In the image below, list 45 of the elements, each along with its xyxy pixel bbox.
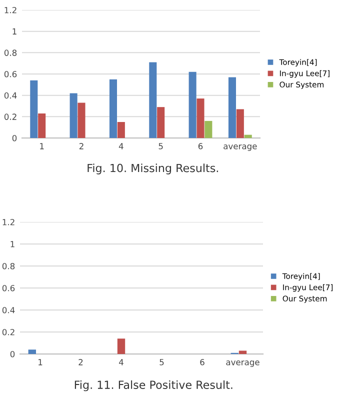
y-tick-label: 1.2 bbox=[4, 6, 16, 14]
y-tick-label: 0.4 bbox=[4, 92, 17, 99]
x-tick-label: 5 bbox=[160, 359, 164, 366]
bar bbox=[204, 120, 212, 138]
bar bbox=[149, 62, 157, 138]
y-tick-label: 0.2 bbox=[4, 114, 16, 120]
x-tick-label: 4 bbox=[118, 143, 124, 150]
bar bbox=[117, 338, 126, 354]
y-tick-label: 0 bbox=[12, 134, 17, 142]
y-tick-label: 0.6 bbox=[2, 284, 15, 292]
bar bbox=[78, 102, 86, 138]
x-tick-label: 6 bbox=[200, 359, 204, 366]
y-tick-label: 0.4 bbox=[2, 306, 15, 314]
x-tick-label: 1 bbox=[38, 359, 42, 366]
bar bbox=[188, 72, 196, 138]
y-tick-label: 0.2 bbox=[2, 328, 14, 336]
text: Fig. 10. Missing Results. bbox=[88, 164, 218, 174]
x-tick-label: 5 bbox=[158, 143, 163, 150]
y-tick-label: 1 bbox=[10, 241, 14, 248]
bar bbox=[70, 93, 78, 138]
y-tick-label: 0.8 bbox=[4, 50, 17, 56]
text: Fig. 11. False Positive Result. bbox=[74, 380, 232, 392]
x-tick-label: 4 bbox=[119, 359, 124, 366]
x-tick-label: 6 bbox=[198, 143, 203, 150]
bar bbox=[196, 98, 204, 138]
y-tick-label: 1.2 bbox=[2, 218, 14, 226]
y-tick-label: 0 bbox=[10, 350, 15, 358]
bar bbox=[244, 134, 252, 138]
bar bbox=[38, 113, 46, 138]
bar bbox=[238, 350, 247, 354]
x-tick-label: average bbox=[224, 144, 257, 151]
bar bbox=[228, 77, 236, 138]
y-tick-label: 0.6 bbox=[4, 70, 17, 78]
bar bbox=[236, 109, 244, 138]
x-tick-label: 1 bbox=[40, 143, 44, 150]
bar bbox=[28, 350, 36, 354]
y-tick-label: 0.8 bbox=[2, 262, 15, 270]
x-tick-label: average bbox=[226, 360, 260, 367]
bar bbox=[30, 80, 38, 138]
bar bbox=[109, 79, 117, 138]
bar bbox=[157, 107, 165, 138]
bar bbox=[117, 122, 125, 138]
y-tick-label: 1 bbox=[12, 28, 16, 34]
x-tick-label: 2 bbox=[78, 359, 83, 366]
x-tick-label: 2 bbox=[79, 143, 84, 150]
